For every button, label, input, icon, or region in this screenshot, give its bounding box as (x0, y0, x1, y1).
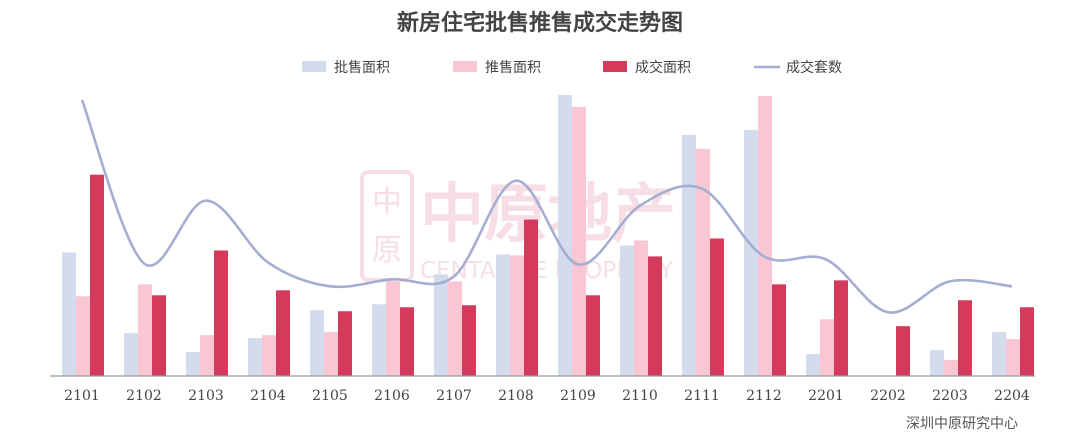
x-tick-label-2203: 2203 (932, 388, 968, 404)
bar-推售面积-2110 (634, 240, 648, 376)
x-tick-label-2104: 2104 (250, 388, 286, 404)
bar-成交面积-2201 (834, 280, 848, 376)
x-tick-label-2111: 2111 (684, 388, 720, 404)
line-series-group (80, 99, 1013, 314)
x-tick-label-2101: 2101 (64, 388, 100, 404)
bar-成交面积-2108 (524, 219, 538, 376)
bar-成交面积-2111 (710, 238, 724, 376)
legend-swatch-推售面积 (453, 61, 477, 72)
x-tick-label-2110: 2110 (622, 388, 658, 404)
bar-成交面积-2101 (90, 174, 104, 376)
bar-批售面积-2204 (992, 332, 1006, 376)
bar-推售面积-2204 (1006, 339, 1020, 376)
bar-成交面积-2103 (214, 250, 228, 376)
bar-推售面积-2107 (448, 281, 462, 376)
bar-成交面积-2107 (462, 305, 476, 376)
bar-推售面积-2108 (510, 255, 524, 376)
bar-批售面积-2105 (310, 310, 324, 376)
watermark-seal-text-2: 原 (372, 233, 402, 268)
legend-label-批售面积: 批售面积 (334, 60, 390, 76)
bar-推售面积-2203 (944, 360, 958, 376)
bar-成交面积-2204 (1020, 307, 1034, 376)
bar-批售面积-2201 (806, 354, 820, 376)
bar-批售面积-2107 (434, 274, 448, 376)
bars-group (62, 94, 1034, 377)
bar-成交面积-2202 (896, 326, 910, 376)
line-成交套数 (80, 99, 1013, 314)
bar-推售面积-2105 (324, 332, 338, 376)
x-tick-label-2204: 2204 (994, 388, 1030, 404)
x-tick-label-2105: 2105 (312, 388, 348, 404)
x-tick-label-2201: 2201 (808, 388, 844, 404)
bar-成交面积-2106 (400, 307, 414, 376)
x-tick-label-2106: 2106 (374, 388, 410, 404)
bar-批售面积-2102 (124, 333, 138, 376)
bar-成交面积-2109 (586, 295, 600, 376)
bar-推售面积-2201 (820, 319, 834, 376)
legend-swatch-成交面积 (603, 61, 627, 72)
bar-成交面积-2110 (648, 256, 662, 376)
bar-批售面积-2104 (248, 338, 262, 376)
bar-批售面积-2203 (930, 350, 944, 376)
bar-推售面积-2111 (696, 148, 710, 376)
watermark-main-text: 中原地产 (420, 178, 676, 252)
chart-legend: 批售面积 推售面积 成交面积 成交套数 (302, 59, 842, 76)
bar-成交面积-2104 (276, 290, 290, 376)
x-tick-label-2107: 2107 (436, 388, 472, 404)
x-tick-label-2108: 2108 (498, 388, 534, 404)
bar-成交面积-2112 (772, 284, 786, 376)
bar-批售面积-2106 (372, 304, 386, 376)
bar-批售面积-2108 (496, 254, 510, 376)
bar-批售面积-2111 (682, 134, 696, 376)
x-tick-label-2103: 2103 (188, 388, 224, 404)
bar-批售面积-2112 (744, 129, 758, 376)
bar-批售面积-2101 (62, 252, 76, 376)
watermark-seal-text-1: 中 (372, 185, 402, 220)
x-tick-label-2202: 2202 (870, 388, 906, 404)
source-label: 深圳中原研究中心 (906, 416, 1018, 432)
legend-label-推售面积: 推售面积 (485, 60, 541, 76)
legend-label-成交套数: 成交套数 (786, 59, 842, 76)
bar-推售面积-2103 (200, 335, 214, 376)
x-tick-label-2109: 2109 (560, 388, 596, 404)
legend-label-成交面积: 成交面积 (635, 59, 691, 76)
bar-成交面积-2105 (338, 311, 352, 376)
bar-推售面积-2101 (76, 296, 90, 376)
bar-推售面积-2106 (386, 281, 400, 376)
bar-推售面积-2102 (138, 284, 152, 376)
x-tick-label-2112: 2112 (746, 388, 782, 404)
bar-推售面积-2109 (572, 106, 586, 377)
bar-推售面积-2112 (758, 95, 772, 376)
bar-批售面积-2103 (186, 352, 200, 376)
legend-swatch-批售面积 (302, 61, 326, 72)
bar-批售面积-2110 (620, 245, 634, 376)
bar-推售面积-2104 (262, 335, 276, 376)
chart-title: 新房住宅批售推售成交走势图 (397, 10, 683, 36)
x-tick-label-2102: 2102 (126, 388, 162, 404)
bar-成交面积-2102 (152, 295, 166, 376)
bar-成交面积-2203 (958, 300, 972, 376)
bar-批售面积-2109 (558, 94, 572, 376)
x-axis-tick-labels: 2101 2102 2103 2104 2105 2106 2107 2108 2109 2110… (64, 388, 1030, 404)
